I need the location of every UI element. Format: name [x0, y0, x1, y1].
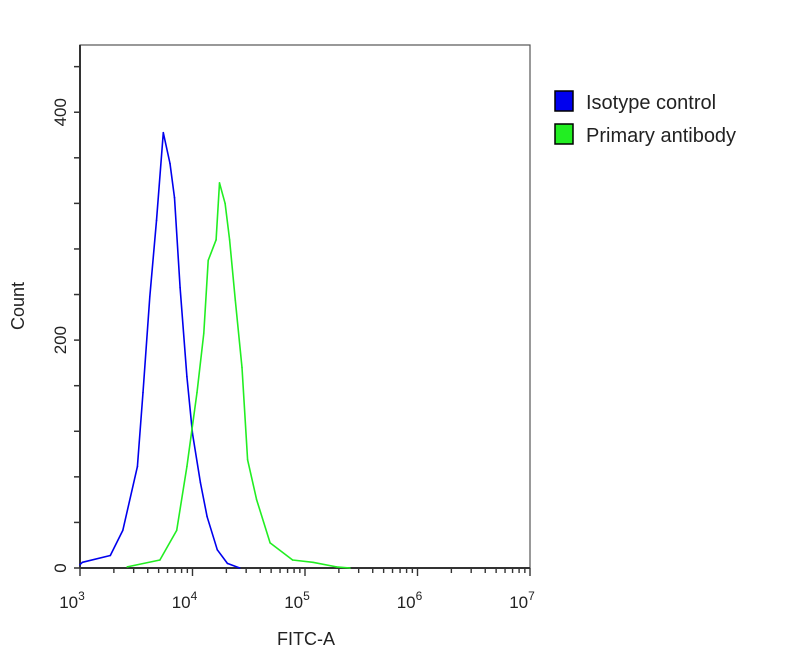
- y-ticks: 0 200 400: [51, 65, 80, 573]
- data-point-primary-antibody: [224, 202, 226, 205]
- data-point-isotype-control: [199, 481, 202, 484]
- data-point-isotype-control: [109, 554, 112, 557]
- x-ticks: 103 104 105 106 107: [59, 568, 535, 612]
- data-point-isotype-control: [142, 391, 144, 394]
- data-point-isotype-control: [206, 515, 208, 518]
- data-point-primary-antibody: [207, 259, 210, 262]
- data-point-primary-antibody: [159, 559, 161, 561]
- data-point-primary-antibody: [218, 182, 221, 184]
- data-point-isotype-control: [238, 567, 241, 569]
- y-tick-label: 200: [51, 326, 70, 354]
- data-point-primary-antibody: [312, 561, 314, 564]
- data-point-isotype-control: [186, 375, 188, 378]
- legend-swatch-isotype-control: [554, 90, 574, 112]
- data-point-isotype-control: [169, 162, 171, 165]
- data-point-isotype-control: [173, 196, 176, 199]
- data-point-primary-antibody: [234, 299, 237, 302]
- x-tick-label: 105: [284, 589, 310, 612]
- legend-label-primary-antibody: Primary antibody: [586, 125, 736, 147]
- series-group: [79, 131, 351, 569]
- legend-swatch-primary-antibody: [554, 123, 574, 145]
- data-point-isotype-control: [162, 131, 165, 134]
- legend: Isotype control Primary antibody: [554, 90, 736, 147]
- series-line-isotype-control: [79, 131, 240, 569]
- data-point-primary-antibody: [291, 559, 294, 561]
- data-point-primary-antibody: [335, 566, 338, 568]
- data-point-primary-antibody: [215, 239, 217, 241]
- series-line-primary-antibody: [127, 182, 351, 569]
- data-point-isotype-control: [155, 219, 158, 222]
- x-axis-title: FITC-A: [277, 629, 335, 649]
- data-point-isotype-control: [216, 548, 219, 551]
- data-point-primary-antibody: [241, 366, 243, 369]
- data-point-primary-antibody: [202, 332, 205, 335]
- data-point-primary-antibody: [186, 465, 188, 468]
- x-tick-label: 106: [397, 589, 423, 612]
- legend-label-isotype-control: Isotype control: [586, 92, 716, 114]
- y-tick-label: 0: [51, 563, 70, 572]
- data-point-primary-antibody: [126, 566, 129, 568]
- x-tick-label: 107: [509, 589, 535, 612]
- data-point-primary-antibody: [196, 391, 198, 394]
- y-axis-title: Count: [8, 282, 28, 330]
- data-point-isotype-control: [121, 529, 124, 532]
- data-point-primary-antibody: [269, 542, 271, 544]
- data-point-isotype-control: [148, 296, 151, 298]
- data-point-isotype-control: [81, 561, 84, 564]
- data-point-primary-antibody: [228, 239, 231, 241]
- plot-frame: [79, 44, 531, 569]
- data-point-isotype-control: [136, 465, 139, 468]
- data-point-primary-antibody: [246, 458, 249, 461]
- data-point-primary-antibody: [349, 567, 351, 569]
- data-point-isotype-control: [226, 562, 229, 565]
- x-tick-label: 103: [59, 589, 85, 612]
- data-point-primary-antibody: [175, 529, 178, 532]
- data-point-isotype-control: [179, 286, 181, 289]
- x-tick-label: 104: [172, 589, 198, 612]
- data-point-primary-antibody: [255, 498, 258, 501]
- data-point-isotype-control: [79, 563, 81, 566]
- y-tick-label: 400: [51, 98, 70, 126]
- plot-area-border: [79, 44, 531, 569]
